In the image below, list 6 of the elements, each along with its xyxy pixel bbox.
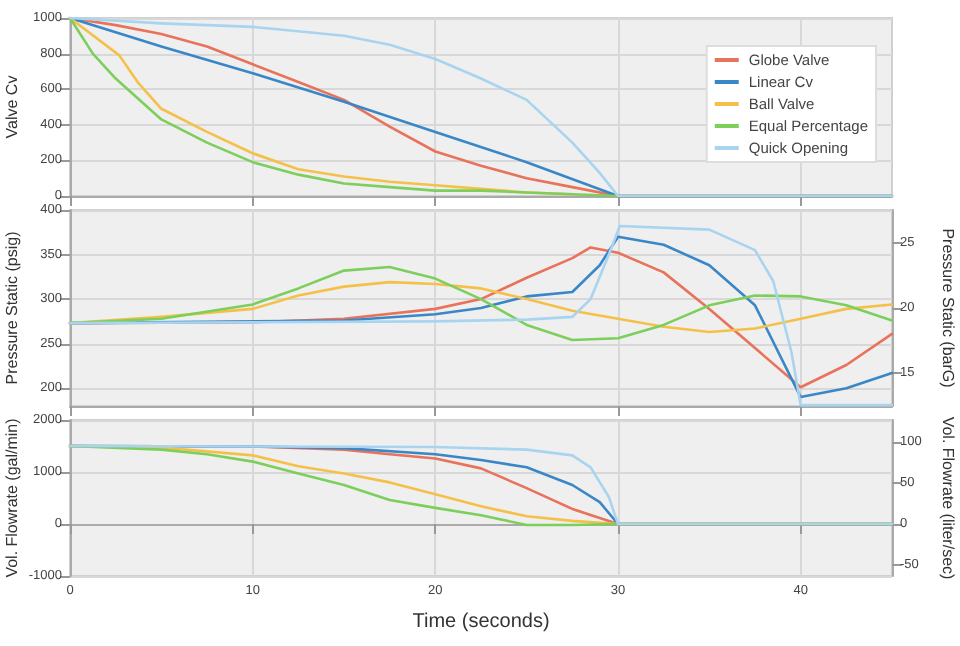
- y2-axis-title: Vol. Flowrate (liter/sec): [939, 416, 957, 581]
- y-axis-title: Valve Cv: [3, 75, 21, 139]
- y-axis-title: Pressure Static (psig): [3, 230, 21, 385]
- y2-axis-title: Pressure Static (barG): [939, 228, 957, 389]
- y-axis-title: Vol. Flowrate (gal/min): [3, 417, 21, 578]
- x-axis-title: Time (seconds): [412, 611, 550, 633]
